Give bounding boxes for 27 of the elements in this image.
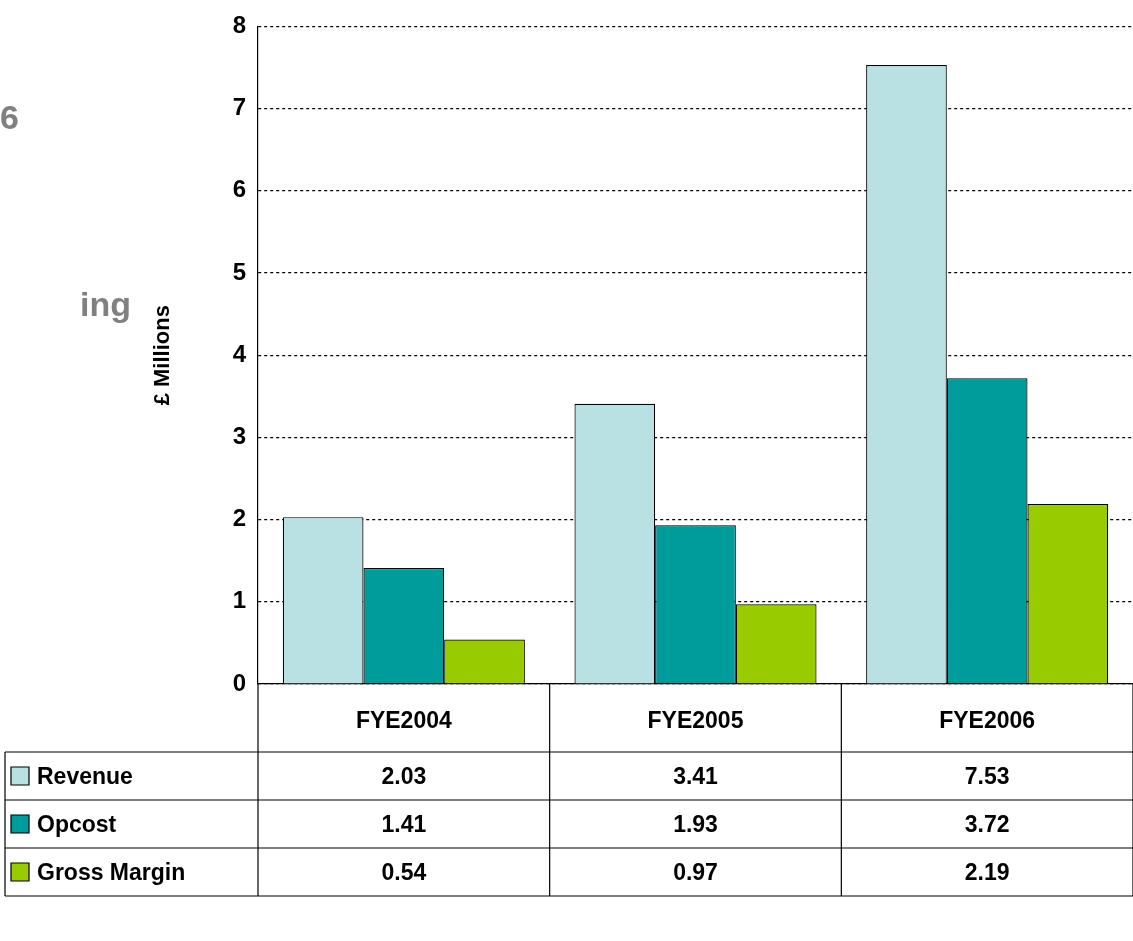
- data-label: 7.53: [964, 763, 1010, 790]
- y-tick-label: 4: [232, 339, 247, 367]
- data-label: 3.72: [964, 811, 1010, 838]
- text: ing: [80, 285, 131, 324]
- data-label: 3.41: [673, 763, 719, 790]
- data-label: 0.54: [381, 859, 427, 886]
- legend-label: Opcost: [37, 811, 117, 838]
- data-label: 1.93: [673, 811, 718, 838]
- y-axis-title: £ Millions: [149, 305, 175, 406]
- x-tick-label: FYE2006: [939, 707, 1036, 734]
- y-tick-label: 2: [232, 504, 246, 532]
- data-label: 1.41: [381, 811, 427, 838]
- y-tick-label: 3: [232, 422, 246, 450]
- legend-label: Revenue: [37, 763, 133, 790]
- data-label: 0.97: [673, 859, 718, 886]
- x-tick-label: FYE2005: [647, 707, 744, 734]
- y-tick-label: 8: [232, 11, 246, 39]
- data-label: 2.19: [964, 859, 1010, 886]
- y-tick-label: 7: [232, 93, 246, 121]
- y-tick-label: 0: [232, 668, 246, 696]
- x-tick-label: FYE2004: [355, 707, 452, 734]
- y-tick-label: 1: [232, 586, 246, 614]
- data-label: 2.03: [381, 763, 427, 790]
- legend-label: Gross Margin: [37, 859, 186, 886]
- text: 6: [0, 98, 19, 137]
- y-tick-label: 6: [232, 175, 246, 203]
- y-tick-label: 5: [232, 257, 246, 285]
